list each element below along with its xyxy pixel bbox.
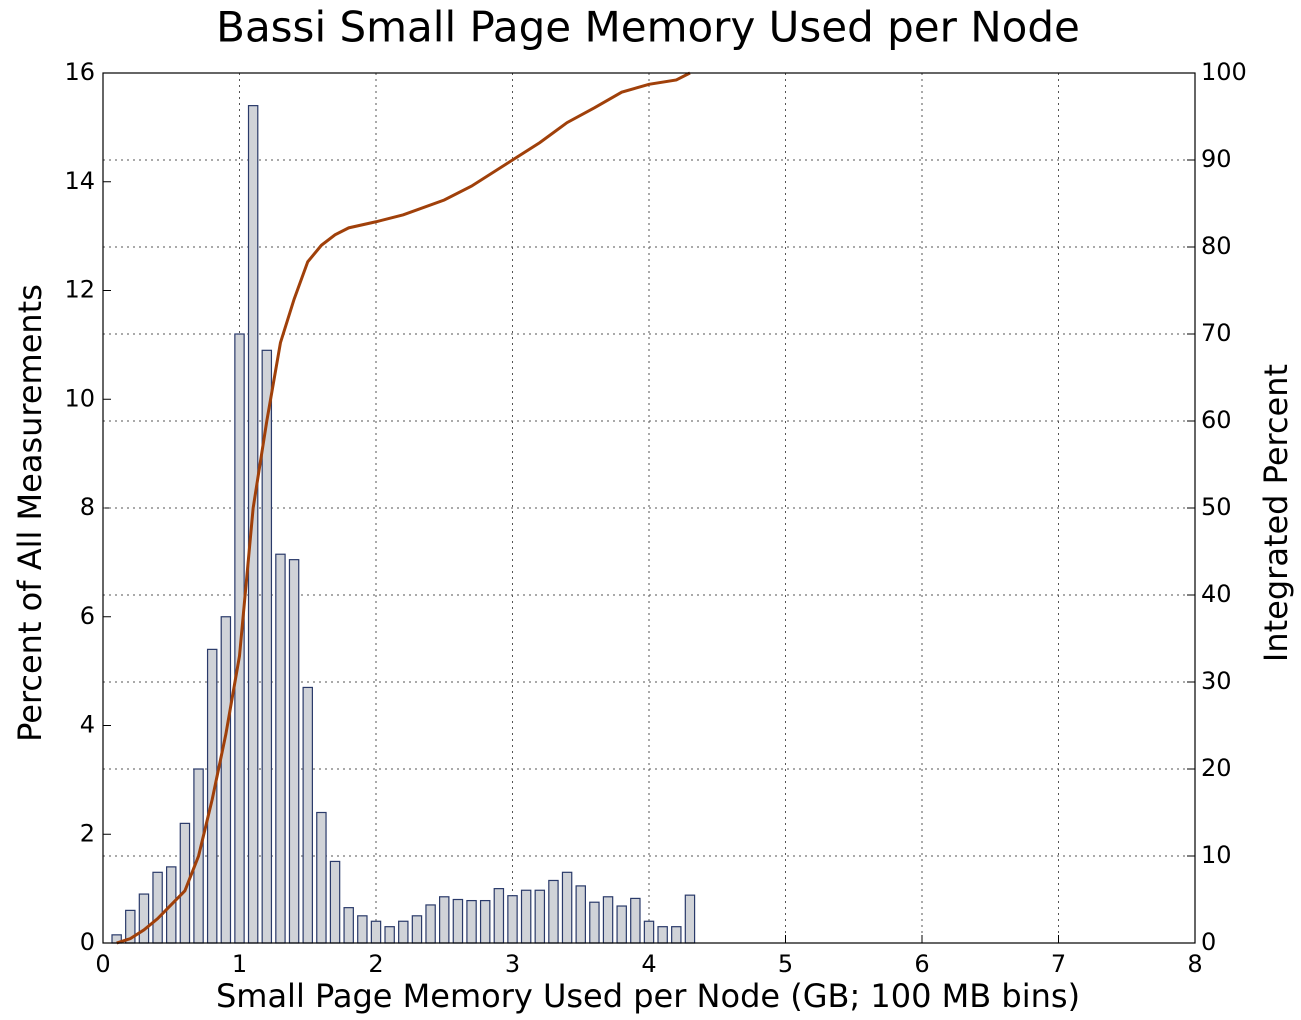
y2-tick-label: 70 — [1201, 319, 1232, 347]
y-tick-label: 14 — [64, 167, 95, 195]
bar — [534, 889, 546, 944]
bar — [425, 904, 436, 944]
bar — [684, 894, 696, 944]
bar — [630, 897, 641, 944]
y2-tick-label: 20 — [1201, 754, 1232, 782]
bar — [370, 920, 382, 944]
y-tick-label: 16 — [64, 58, 95, 86]
bar — [602, 896, 614, 944]
x-axis-label: Small Page Memory Used per Node (GB; 100… — [216, 977, 1080, 1015]
chart-title: Bassi Small Page Memory Used per Node — [216, 3, 1080, 52]
bar — [548, 879, 559, 944]
y-axis-label: Percent of All Measurements — [11, 284, 49, 742]
y-tick-label: 10 — [64, 384, 95, 412]
bar — [439, 896, 450, 944]
y2-tick-label: 60 — [1201, 406, 1232, 434]
y-tick-label: 4 — [80, 711, 95, 739]
x-tick-label: 7 — [1051, 950, 1066, 978]
bar — [575, 885, 586, 944]
bar — [452, 898, 464, 944]
y2-tick-label: 40 — [1201, 580, 1232, 608]
x-tick-label: 4 — [641, 950, 656, 978]
bar — [561, 871, 573, 944]
cumulative-line — [116, 71, 691, 945]
bar — [411, 915, 423, 944]
x-tick-label: 8 — [1187, 950, 1202, 978]
x-tick-label: 0 — [95, 950, 110, 978]
y-tick-label: 12 — [64, 276, 95, 304]
y2-tick-label: 30 — [1201, 667, 1232, 695]
x-tick-label: 2 — [368, 950, 383, 978]
bar — [329, 860, 341, 944]
bar — [357, 915, 368, 944]
y2-tick-label: 80 — [1201, 232, 1232, 260]
bar — [589, 901, 600, 944]
y-tick-label: 6 — [80, 602, 95, 630]
bar — [507, 895, 518, 944]
bar — [479, 899, 491, 944]
bar — [138, 893, 150, 944]
x-tick-label: 6 — [914, 950, 929, 978]
plot-frame — [102, 72, 1196, 944]
bar — [220, 616, 232, 944]
bar — [152, 871, 163, 944]
y-tick-label: 8 — [80, 493, 95, 521]
y-tick-label: 2 — [80, 819, 95, 847]
y2-tick-label: 100 — [1201, 58, 1247, 86]
bar — [657, 926, 668, 944]
bar — [671, 926, 682, 944]
bar — [616, 905, 627, 944]
bar — [288, 559, 300, 944]
x-tick-label: 1 — [232, 950, 247, 978]
bar — [234, 333, 245, 944]
bar — [493, 888, 505, 944]
bar — [275, 553, 286, 944]
bar — [398, 920, 409, 944]
y2-tick-label: 50 — [1201, 493, 1232, 521]
bar — [302, 686, 313, 944]
x-tick-label: 3 — [505, 950, 520, 978]
bar — [316, 811, 327, 944]
y2-axis-label: Integrated Percent — [1257, 364, 1295, 662]
x-tick-label: 5 — [778, 950, 793, 978]
bar — [643, 920, 655, 944]
bar — [466, 899, 477, 944]
y2-tick-label: 10 — [1201, 841, 1232, 869]
bar — [384, 926, 395, 944]
y2-tick-label: 90 — [1201, 145, 1232, 173]
bar — [520, 889, 532, 944]
y-tick-label: 0 — [80, 928, 95, 956]
y2-tick-label: 0 — [1201, 928, 1216, 956]
bar — [343, 907, 354, 944]
